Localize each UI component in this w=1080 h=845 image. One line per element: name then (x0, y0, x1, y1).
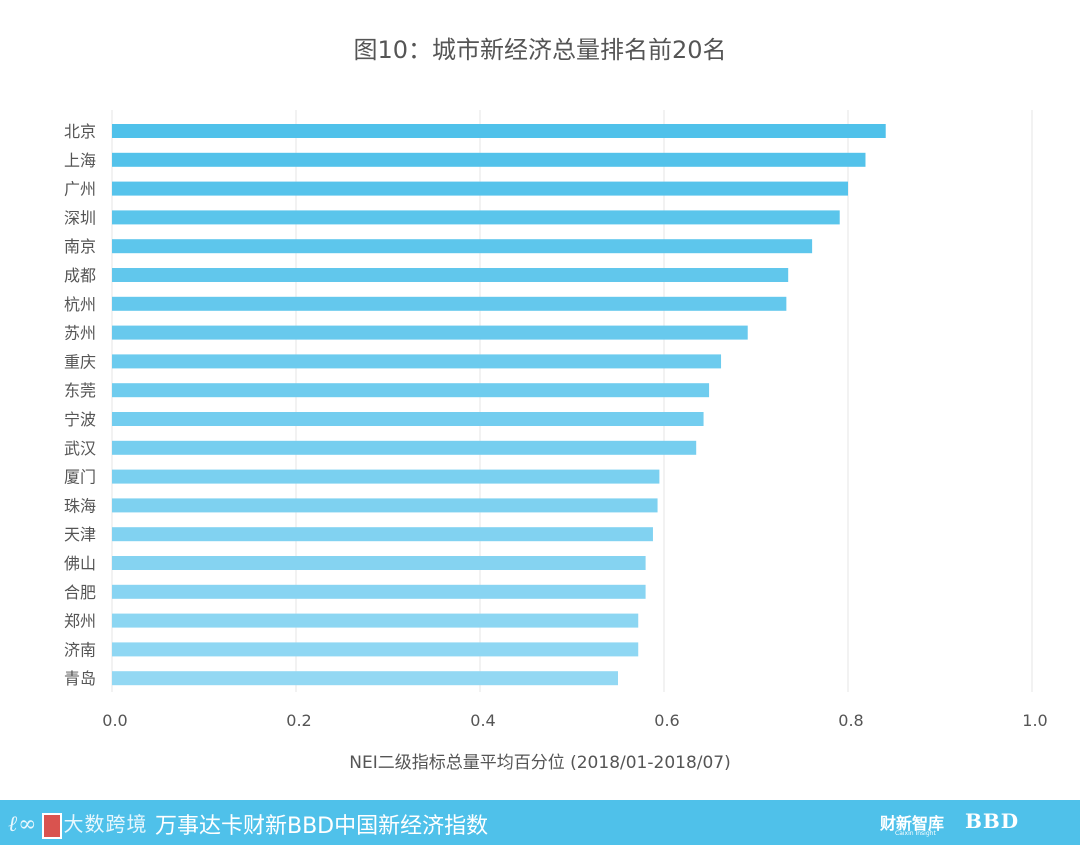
bar (112, 239, 813, 254)
bar (112, 325, 748, 340)
category-label: 广州 (64, 180, 96, 199)
watermark-logo-icon: ℓ∞ (8, 812, 38, 837)
index-name: 万事达卡财新BBD中国新经济指数 (155, 814, 489, 839)
category-label: 珠海 (64, 496, 96, 515)
category-label: 厦门 (64, 468, 96, 487)
category-label: 重庆 (64, 352, 96, 371)
bar (112, 527, 653, 542)
bar (112, 671, 618, 686)
x-tick-label: 0.0 (102, 711, 127, 730)
source-watermark: ℓ∞ 大数跨境 (8, 808, 148, 839)
bbd-logo: BBD (965, 809, 1020, 833)
bar-chart: 北京上海广州深圳南京成都杭州苏州重庆东莞宁波武汉厦门珠海天津佛山合肥郑州济南青岛… (64, 110, 1048, 773)
bar (112, 354, 722, 369)
bar (112, 556, 646, 570)
category-label: 宁波 (64, 410, 96, 429)
category-label: 青岛 (64, 669, 96, 688)
x-tick-labels: 0.0 0.2 0.4 0.6 0.8 1.0 (102, 711, 1047, 730)
category-label: 天津 (64, 525, 96, 544)
watermark-text: 大数跨境 (63, 812, 148, 836)
bar (112, 152, 866, 167)
category-label: 合肥 (64, 583, 96, 602)
category-label: 杭州 (64, 295, 96, 314)
bar (112, 383, 710, 398)
category-label: 郑州 (64, 612, 96, 631)
bar (112, 181, 848, 196)
x-tick-label: 1.0 (1022, 711, 1047, 730)
bar (112, 440, 697, 455)
category-label: 北京 (64, 122, 96, 141)
bar (112, 613, 639, 628)
category-label: 佛山 (64, 554, 96, 573)
bars (112, 124, 886, 686)
bar (112, 210, 840, 225)
bar (112, 642, 639, 657)
category-label: 成都 (64, 266, 96, 285)
footer-banner: ℓ∞ 大数跨境 万事达卡财新BBD中国新经济指数 财新智库 Caixin Insi… (0, 800, 1080, 845)
category-label: 苏州 (64, 324, 96, 343)
chart-title: 图10：城市新经济总量排名前20名 (353, 36, 727, 64)
category-label: 武汉 (64, 439, 96, 458)
bar (112, 124, 886, 138)
bar (112, 268, 789, 282)
caixin-insight-subtitle: Caixin Insight (895, 830, 936, 837)
category-label: 上海 (64, 151, 96, 170)
bar (112, 584, 646, 599)
category-label: 东莞 (64, 381, 96, 400)
x-tick-label: 0.6 (654, 711, 679, 730)
bar (112, 296, 787, 311)
x-tick-label: 0.4 (470, 711, 495, 730)
watermark-badge-icon (41, 812, 62, 839)
x-tick-label: 0.8 (838, 711, 863, 730)
bar (112, 498, 658, 513)
x-tick-label: 0.2 (286, 711, 311, 730)
category-label: 深圳 (64, 208, 96, 227)
caixin-insight-logo: 财新智库 (880, 814, 945, 833)
grid-lines (111, 110, 1033, 692)
bar (112, 412, 704, 426)
category-label: 南京 (64, 237, 96, 256)
category-label: 济南 (64, 640, 96, 659)
x-axis-label: NEI二级指标总量平均百分位 (2018/01-2018/07) (349, 753, 731, 773)
bar (112, 469, 660, 484)
